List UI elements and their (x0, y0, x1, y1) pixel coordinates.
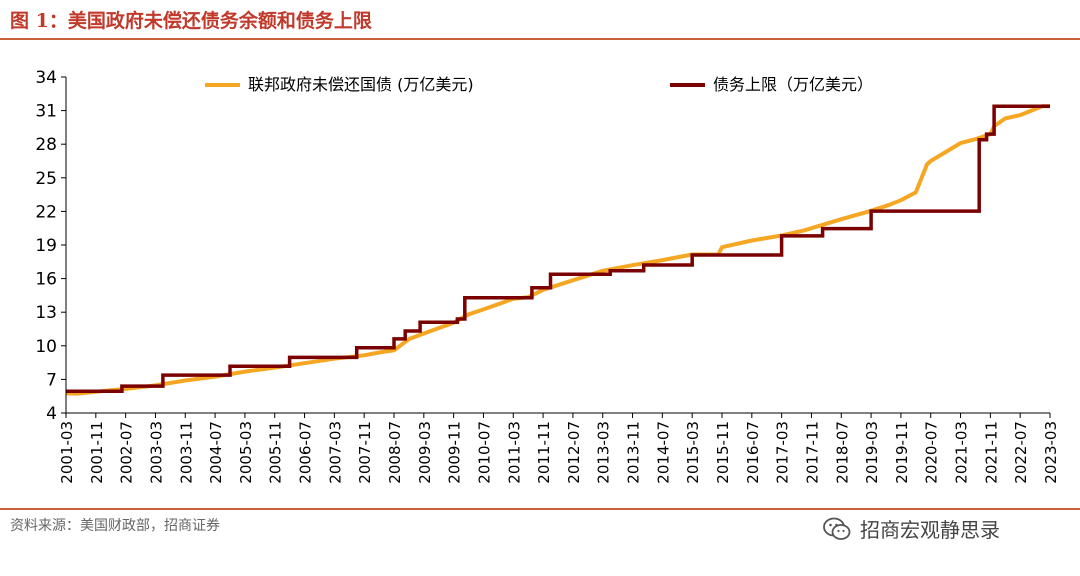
x-tick-label: 2007-11 (356, 421, 374, 484)
x-tick-label: 2003-03 (147, 421, 165, 484)
x-tick-label: 2008-07 (386, 421, 404, 484)
x-tick-label: 2020-07 (923, 421, 941, 484)
legend-label-ceiling: 债务上限（万亿美元） (713, 75, 873, 94)
x-tick-label: 2001-03 (58, 421, 76, 484)
x-tick-label: 2009-11 (446, 421, 464, 484)
y-tick-label: 19 (35, 236, 57, 256)
source-note: 资料来源：美国财政部，招商证券 (10, 518, 220, 534)
legend-label-debt: 联邦政府未偿还国债 (万亿美元) (248, 75, 474, 94)
y-tick-label: 25 (35, 169, 57, 189)
x-tick-label: 2005-03 (237, 421, 255, 484)
title-divider (0, 38, 1080, 40)
x-tick-label: 2017-11 (803, 421, 821, 484)
series-line-ceiling (66, 104, 1050, 393)
x-tick-label: 2022-07 (1012, 421, 1030, 484)
y-tick-label: 7 (46, 370, 57, 390)
x-tick-label: 2011-11 (535, 421, 553, 484)
x-tick-label: 2009-03 (416, 421, 434, 484)
wechat-icon (823, 517, 851, 540)
watermark-text: 招商宏观静思录 (860, 518, 1000, 542)
x-tick-label: 2021-03 (953, 421, 971, 484)
axes: 2001-03 2001-11 2002-07 2003-03 2003-11 2004-… (58, 77, 1060, 484)
x-tick-label: 2014-07 (654, 421, 672, 484)
x-tick-label: 2015-03 (684, 421, 702, 484)
y-tick-label: 34 (35, 68, 57, 88)
series-lines (65, 104, 1050, 396)
legend: 联邦政府未偿还国债 (万亿美元) 债务上限（万亿美元） (205, 75, 873, 94)
y-axis-ticks: 4 7 10 13 16 19 22 25 28 31 34 (35, 68, 66, 424)
source-divider (0, 508, 1080, 510)
x-tick-label: 2023-03 (1042, 421, 1060, 484)
x-tick-label: 2007-03 (326, 421, 344, 484)
y-tick-label: 13 (35, 303, 57, 323)
x-tick-label: 2016-07 (744, 421, 762, 484)
figure-title: 图 1：美国政府未偿还债务余额和债务上限 (10, 10, 372, 32)
y-tick-label: 10 (35, 337, 57, 357)
x-tick-label: 2004-07 (207, 421, 225, 484)
x-tick-label: 2001-11 (88, 421, 106, 484)
y-tick-label: 16 (35, 270, 57, 290)
y-tick-label: 22 (35, 202, 57, 222)
watermark: 招商宏观静思录 (822, 514, 1000, 543)
x-tick-label: 2003-11 (177, 421, 195, 484)
x-tick-label: 2017-03 (774, 421, 792, 484)
x-tick-label: 2013-03 (595, 421, 613, 484)
x-tick-label: 2019-03 (863, 421, 881, 484)
y-tick-label: 28 (35, 135, 57, 155)
x-tick-label: 2006-07 (297, 421, 315, 484)
x-tick-label: 2013-11 (625, 421, 643, 484)
y-tick-label: 4 (46, 404, 57, 424)
x-tick-label: 2005-11 (267, 421, 285, 484)
x-tick-label: 2011-03 (505, 421, 523, 484)
x-tick-label: 2019-11 (893, 421, 911, 484)
y-tick-label: 31 (35, 102, 57, 122)
x-tick-label: 2010-07 (475, 421, 493, 484)
series-line-debt (65, 104, 1050, 396)
x-tick-label: 2018-07 (833, 421, 851, 484)
x-tick-label: 2015-11 (714, 421, 732, 484)
debt-chart: 4 7 10 13 16 19 22 25 28 31 34 2001-03 2001-11 2002-… (35, 68, 1060, 484)
x-tick-label: 2012-07 (565, 421, 583, 484)
x-tick-label: 2021-11 (982, 421, 1000, 484)
x-tick-label: 2002-07 (118, 421, 136, 484)
